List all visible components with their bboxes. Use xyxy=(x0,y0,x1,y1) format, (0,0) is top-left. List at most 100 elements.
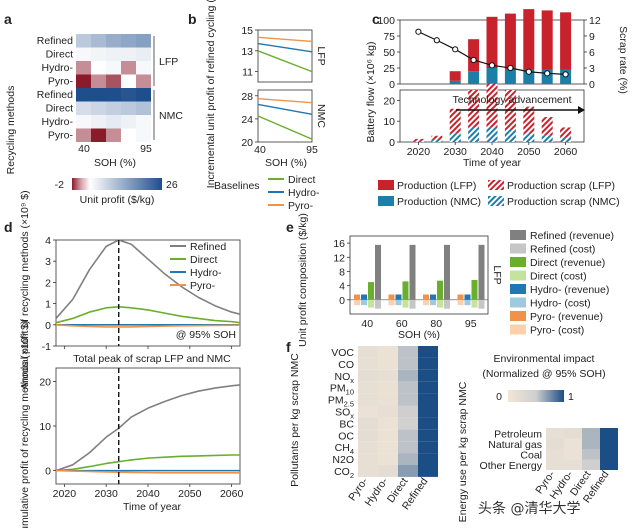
panel-e-bar xyxy=(402,281,409,300)
panel-f-left-cell xyxy=(378,405,398,418)
panel-f-left-cell xyxy=(358,453,378,465)
panel-d-annotation: @ 95% SOH xyxy=(176,329,236,341)
panel-e-legend-label: Direct (cost) xyxy=(530,271,587,283)
panel-e-xtick-label: 60 xyxy=(396,318,408,330)
panel-c-bar-scrap-nmc xyxy=(468,127,480,142)
panel-b-group-label: NMC xyxy=(315,104,327,128)
panel-c-bar-scrap-lfp xyxy=(468,90,480,128)
panel-a-cell xyxy=(91,101,106,115)
panel-f-left-cell xyxy=(378,453,398,465)
panel-b-legend-title: Baselines xyxy=(214,180,260,192)
panel-a-cell xyxy=(76,88,91,102)
panel-c-bar-production-lfp xyxy=(504,13,516,70)
panel-c-scrap-rate-point xyxy=(525,68,532,75)
panel-f-left-cell xyxy=(398,369,418,382)
panel-b-subplot-frame xyxy=(257,89,313,143)
panel-c-lower-ytick-label: 10 xyxy=(383,116,395,128)
panel-b-xlabel: SOH (%) xyxy=(265,157,307,169)
panel-e-bar xyxy=(375,244,381,300)
panel-b-series-line xyxy=(257,97,313,104)
panel-a-cell xyxy=(121,88,136,102)
panel-c-y2label: Scrap rate (%) xyxy=(617,26,629,94)
panel-a-cell xyxy=(106,115,121,129)
panel-d-bottom-xtick-label: 2050 xyxy=(178,488,202,500)
panel-c-bar-production-lfp xyxy=(560,12,572,70)
panel-f-left-cell xyxy=(418,381,438,394)
panel-a-cell xyxy=(76,115,91,129)
panel-f-left-cell xyxy=(378,393,398,406)
panel-b-xtick-1: 95 xyxy=(306,144,318,156)
panel-e-bar xyxy=(361,299,367,306)
panel-f-left-ylabel: Pollutants per kg scrap NMC xyxy=(289,353,301,487)
panel-f-left-row-label: VOC xyxy=(331,347,354,359)
panel-a-cell xyxy=(121,128,136,142)
panel-e-bar xyxy=(464,299,471,306)
panel-d-bottom-xtick-label: 2020 xyxy=(53,488,77,500)
panel-f-left-row-label: CO2 xyxy=(334,466,354,480)
panel-c-xtick-label: 2040 xyxy=(480,146,504,158)
panel-e-bar xyxy=(457,299,464,306)
panel-c-y2tick-label: 3 xyxy=(589,63,595,75)
panel-c-scrap-rate-point xyxy=(488,62,496,69)
panel-a-row-label: Pyro- xyxy=(48,130,74,142)
panel-f-left-cell xyxy=(398,393,418,406)
panel-d-legend-label: Direct xyxy=(190,254,218,266)
panel-f-right-cell xyxy=(600,438,618,449)
panel-e-legend-label: Pyro- (cost) xyxy=(530,325,584,337)
panel-b-subplot-frame xyxy=(257,29,313,83)
panel-e-bar xyxy=(354,294,360,300)
panel-e-bar xyxy=(409,299,416,309)
panel-c-bar-scrap-lfp xyxy=(523,106,535,134)
panel-f-right-cell xyxy=(546,459,564,470)
panel-label-e: e xyxy=(286,219,294,235)
panel-c-xtick-label: 2030 xyxy=(444,146,468,158)
panel-d-top-series-line xyxy=(55,305,241,324)
panel-a-row-label: Refined xyxy=(37,89,73,101)
panel-e-frame xyxy=(349,235,489,315)
panel-e-bar xyxy=(354,299,360,306)
panel-d-top-series-line xyxy=(55,239,241,319)
panel-f-right-row-label: Natural gas xyxy=(488,439,542,451)
panel-a-cell xyxy=(76,61,91,75)
panel-f-left-cell xyxy=(378,346,398,358)
panel-a-colorbar-min: -2 xyxy=(55,179,64,191)
panel-c-legend-label: Production (NMC) xyxy=(397,196,481,208)
panel-b-series-line xyxy=(257,42,313,53)
panel-c-xlabel: Time of year xyxy=(463,157,521,169)
panel-c-bar-scrap-nmc xyxy=(504,129,516,142)
panel-d-top-ytick-label: 2 xyxy=(45,277,51,289)
panel-f-left-cell xyxy=(418,369,438,382)
panel-f-left-row-label: SOx xyxy=(335,406,354,420)
panel-a-cell xyxy=(121,47,136,61)
panel-a-ylabel: Recycling methods xyxy=(5,86,17,175)
panel-f-left-cell xyxy=(418,393,438,406)
panel-d-top-ytick-label: 0 xyxy=(45,320,51,332)
panel-c-bar-scrap-nmc xyxy=(431,139,443,142)
panel-a-cell xyxy=(136,74,151,88)
panel-a-row-label: Hydro- xyxy=(41,116,73,128)
panel-e-xtick-label: 80 xyxy=(430,318,442,330)
panel-a-cell xyxy=(106,101,121,115)
panel-c-bar-scrap-lfp xyxy=(541,117,553,136)
panel-c-upper-ytick-label: 50 xyxy=(383,47,395,59)
panel-e-legend-swatch xyxy=(510,311,526,321)
panel-c-bar-scrap-lfp xyxy=(560,127,572,138)
panel-c-scrap-rate-point xyxy=(562,71,569,78)
panel-f-left-cell xyxy=(358,441,378,454)
panel-f-left-cell xyxy=(398,357,418,370)
panel-f-right-ylabel: Energy use per kg scrap NMC xyxy=(457,381,469,522)
panel-a-cell xyxy=(91,128,106,142)
panel-d-caption: Total peak of scrap LFP and NMC xyxy=(73,353,231,365)
panel-label-d: d xyxy=(4,219,13,235)
panel-f-left-row-label: NOx xyxy=(335,371,355,385)
panel-f-colorbar-subtitle: (Normalized @ 95% SOH) xyxy=(482,368,605,380)
panel-b-ytick-label: 15 xyxy=(241,25,253,37)
panel-a-cell xyxy=(136,47,151,61)
panel-f-left-cell xyxy=(358,465,378,477)
panel-f-left-row-label: BC xyxy=(339,418,354,430)
panel-a-cell xyxy=(106,61,121,75)
panel-e-legend-label: Refined (cost) xyxy=(530,244,595,256)
panel-a-row-label: Pyro- xyxy=(48,76,74,88)
panel-d-bottom-series-line xyxy=(55,384,241,472)
panel-a-row-label: Hydro- xyxy=(41,62,73,74)
